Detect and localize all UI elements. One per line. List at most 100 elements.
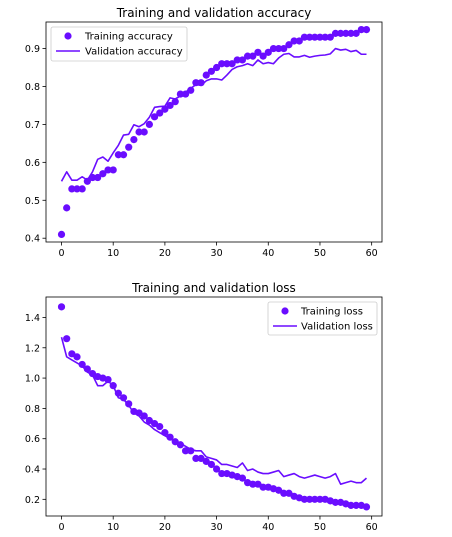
loss-training-point (104, 376, 112, 384)
loss-training-point (187, 447, 195, 455)
accuracy-training-point (192, 79, 200, 87)
accuracy-training-point (212, 63, 221, 72)
accuracy-y-tick-label: 0.9 (25, 44, 40, 55)
accuracy-x-tick-label: 10 (107, 248, 119, 259)
loss-training-point (181, 447, 190, 455)
accuracy-training-point (306, 33, 314, 41)
loss-training-point (280, 489, 288, 497)
accuracy-chart: Training and validation accuracy 0 10 20 30… (25, 6, 383, 259)
accuracy-training-point (238, 56, 247, 64)
accuracy-training-point (140, 128, 148, 136)
loss-chart-frame (45, 296, 383, 517)
loss-legend-marker-training (281, 307, 289, 315)
accuracy-training-point (181, 90, 190, 98)
accuracy-legend-box (50, 26, 188, 62)
loss-x-tick-label: 0 (58, 522, 64, 533)
accuracy-training-point (352, 29, 360, 37)
loss-training-point (176, 441, 184, 449)
loss-x-tick-label: 60 (366, 522, 378, 533)
loss-training-point (238, 474, 247, 482)
loss-training-point (119, 394, 128, 402)
accuracy-training-point (145, 120, 153, 129)
accuracy-training-point (223, 60, 231, 68)
accuracy-training-point (57, 230, 66, 239)
accuracy-training-point (68, 185, 76, 193)
accuracy-y-tick-label: 0.5 (25, 196, 40, 207)
loss-x-tick-label: 40 (262, 522, 274, 533)
accuracy-chart-frame (45, 21, 383, 243)
accuracy-legend-marker-training (64, 32, 72, 40)
loss-chart-ticks: 0 10 20 30 40 50 60 0.2 0.4 0.6 0.8 1.0 1.2 1.4 (25, 313, 378, 533)
accuracy-training-point (269, 44, 278, 53)
accuracy-chart-legend: Training accuracy Validation accuracy (50, 26, 188, 62)
loss-training-point (109, 382, 117, 390)
loss-training-point (311, 495, 319, 503)
accuracy-training-point (99, 170, 107, 178)
loss-x-tick-label: 10 (107, 522, 119, 533)
accuracy-chart-ticks: 0 10 20 30 40 50 60 0.4 0.5 0.6 0.7 0.8 0.9 (25, 44, 378, 259)
loss-training-point (83, 365, 91, 373)
accuracy-training-point (342, 29, 350, 37)
loss-training-point (352, 501, 360, 509)
loss-training-point (212, 465, 221, 473)
accuracy-training-point (166, 101, 174, 110)
loss-training-point (362, 503, 371, 511)
accuracy-training-point (171, 98, 179, 106)
accuracy-training-point (125, 143, 133, 151)
loss-training-point (316, 495, 324, 503)
accuracy-training-point (362, 25, 371, 34)
loss-chart: Training and validation loss 0 10 20 30 40 50… (25, 281, 383, 533)
accuracy-y-tick-label: 0.4 (25, 234, 40, 245)
accuracy-training-point (130, 135, 138, 144)
accuracy-training-point (150, 113, 159, 121)
loss-y-tick-label: 1.2 (25, 343, 40, 354)
loss-training-point (125, 400, 133, 408)
loss-training-point (306, 495, 314, 503)
accuracy-training-point (135, 128, 143, 136)
accuracy-chart-series (57, 25, 371, 239)
accuracy-x-tick-label: 40 (262, 248, 274, 259)
accuracy-x-tick-label: 60 (366, 248, 378, 259)
accuracy-y-tick-label: 0.7 (25, 120, 40, 131)
accuracy-training-point (254, 48, 262, 56)
accuracy-training-point (321, 33, 329, 41)
loss-training-point (63, 335, 71, 343)
loss-y-tick-label: 1.4 (25, 313, 40, 324)
accuracy-x-tick-label: 50 (314, 248, 326, 259)
accuracy-training-point (233, 56, 241, 64)
accuracy-training-point (63, 204, 71, 212)
accuracy-training-point (104, 166, 112, 174)
accuracy-training-point (300, 33, 309, 41)
loss-training-point (156, 422, 164, 431)
loss-training-point (347, 501, 355, 509)
accuracy-training-point (202, 71, 210, 79)
accuracy-y-tick-label: 0.8 (25, 82, 40, 93)
loss-y-tick-label: 0.2 (25, 495, 40, 506)
loss-y-tick-label: 0.6 (25, 434, 40, 445)
loss-x-tick-label: 30 (211, 522, 223, 533)
accuracy-training-point (275, 44, 283, 53)
accuracy-training-point (156, 109, 164, 117)
accuracy-training-point (73, 185, 81, 193)
accuracy-training-point (218, 60, 226, 68)
accuracy-training-point (249, 52, 257, 60)
accuracy-validation-line (60, 47, 367, 182)
accuracy-training-point (88, 173, 97, 182)
loss-training-point (331, 498, 340, 506)
accuracy-x-tick-label: 30 (211, 248, 223, 259)
loss-x-tick-label: 20 (159, 522, 171, 533)
accuracy-training-point (197, 79, 205, 87)
loss-training-point (207, 460, 216, 469)
loss-training-point (140, 412, 148, 420)
accuracy-chart-title: Training and validation accuracy (116, 6, 312, 20)
accuracy-training-point (357, 25, 365, 34)
accuracy-training-point (280, 44, 288, 53)
accuracy-training-point (94, 173, 102, 182)
accuracy-training-point (311, 33, 319, 41)
loss-training-point (166, 433, 174, 441)
accuracy-training-point (207, 67, 216, 75)
accuracy-training-point (119, 151, 128, 159)
loss-training-point (57, 303, 66, 311)
loss-training-point (249, 480, 257, 488)
